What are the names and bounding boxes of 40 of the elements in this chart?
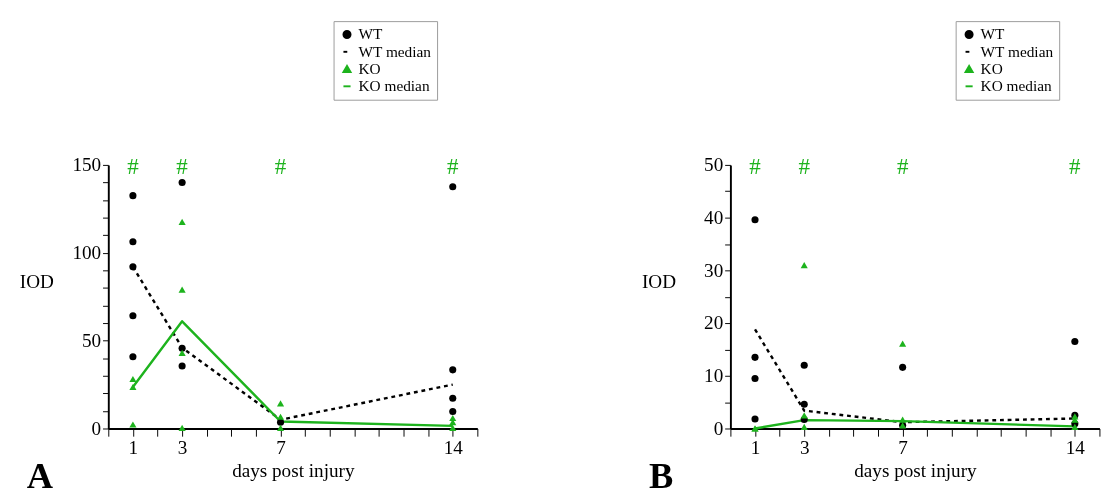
x-tick-label: 7 [898,436,909,458]
annotation: # [176,153,189,179]
y-tick-label: 10 [704,365,724,387]
legend-label: WT median [980,42,1054,60]
x-tick-label: 3 [177,436,188,458]
x-axis-title: days post injury [232,459,355,481]
annotation: # [127,153,140,179]
legend-label: WT median [358,42,432,60]
annotation: # [447,153,459,179]
y-tick-label: 150 [72,154,102,176]
legend-label: KO median [980,77,1053,95]
x-tick-label: 14 [443,436,464,458]
legend-label: KO [980,59,1003,77]
annotation: # [274,153,287,179]
text: A [26,455,54,496]
text: 1 [750,436,761,458]
y-tick-label: 50 [704,154,724,176]
annotation: # [896,153,909,179]
annotation: # [749,153,762,179]
legend-label: WT [358,25,383,43]
y-tick-label: 50 [81,329,102,351]
y-tick-label: 0 [713,417,724,439]
legend-label: WT [980,25,1006,43]
y-tick-label: 40 [704,206,724,228]
annotation: # [798,153,811,179]
y-tick-label: 100 [72,242,102,264]
text: 1 [128,436,139,458]
y-axis-title: IOD [641,271,677,293]
y-tick-label: 20 [704,312,724,334]
x-tick-label: 14 [1065,436,1086,458]
text: B [648,455,674,496]
y-tick-label: 0 [91,417,102,439]
x-tick-label: 7 [276,436,287,458]
annotation: # [1069,153,1082,179]
legend-label: KO [358,59,381,77]
x-tick-label: 3 [799,436,810,458]
y-tick-label: 30 [704,259,724,281]
legend-label: KO median [358,77,430,95]
x-axis-title: days post injury [854,459,978,481]
y-axis-title: IOD [19,271,55,293]
